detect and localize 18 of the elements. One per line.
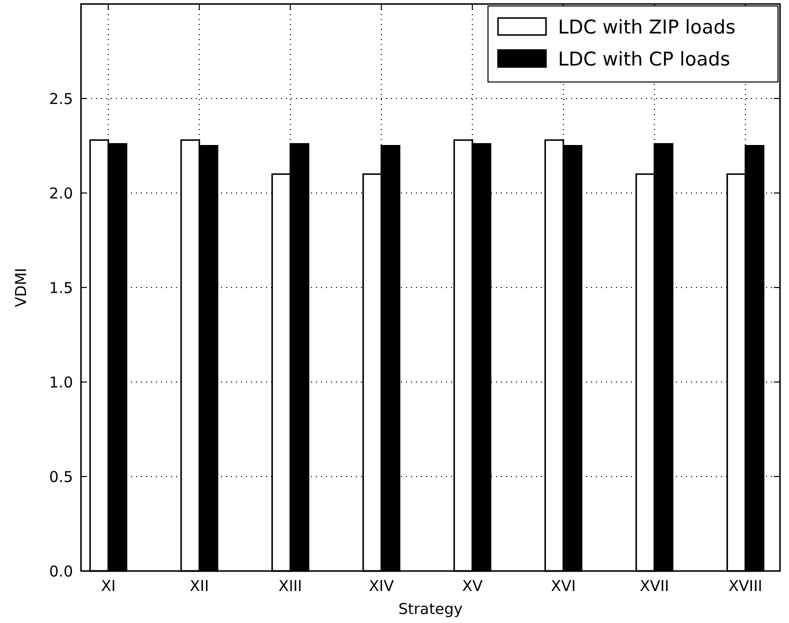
- y-tick-label: 1.5: [49, 278, 73, 297]
- x-tick-label: XIII: [278, 577, 302, 595]
- y-tick-label: 2.5: [49, 90, 73, 108]
- y-tick-label: 2.0: [49, 184, 73, 202]
- legend-label: LDC with ZIP loads: [558, 16, 736, 39]
- x-tick-label: XVIII: [728, 577, 762, 595]
- x-tick-label: XII: [190, 577, 209, 595]
- y-tick-label: 0.5: [49, 468, 73, 486]
- x-tick-label: XI: [100, 577, 116, 595]
- y-tick-label: 0.0: [49, 562, 73, 580]
- y-axis-title: VDMI: [12, 268, 30, 308]
- x-axis-title: Strategy: [398, 600, 463, 618]
- x-tick-label: XIV: [368, 577, 395, 595]
- x-tick-label: XV: [462, 577, 484, 595]
- x-tick-label: XVII: [640, 577, 670, 595]
- legend-label: LDC with CP loads: [558, 48, 730, 71]
- y-tick-label: 1.0: [49, 373, 73, 392]
- x-tick-label: XVI: [550, 577, 576, 595]
